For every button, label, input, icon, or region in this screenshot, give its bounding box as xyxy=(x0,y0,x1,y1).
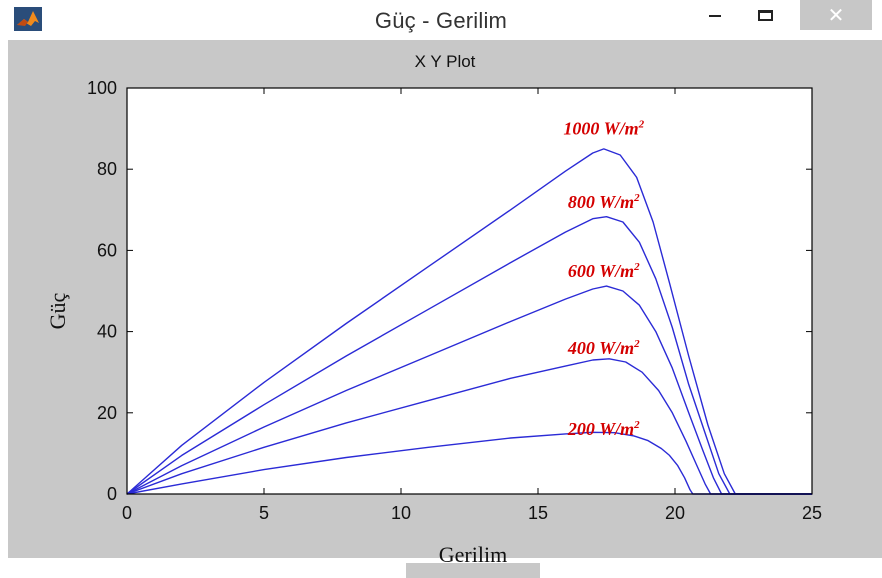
minimize-button[interactable] xyxy=(692,0,738,30)
plot-title: X Y Plot xyxy=(414,52,476,71)
matlab-logo-icon xyxy=(14,7,42,31)
xlabel-background xyxy=(406,563,540,578)
close-button[interactable]: ✕ xyxy=(800,0,872,30)
y-tick-label: 0 xyxy=(107,484,117,504)
x-tick-label: 10 xyxy=(391,503,411,523)
x-tick-label: 5 xyxy=(259,503,269,523)
x-tick-label: 20 xyxy=(665,503,685,523)
window-title: Güç - Gerilim xyxy=(374,8,508,33)
title-bar[interactable]: Güç - Gerilim ✕ xyxy=(0,0,882,40)
x-tick-label: 0 xyxy=(122,503,132,523)
close-icon: ✕ xyxy=(827,3,845,27)
series-line-1 xyxy=(126,431,812,495)
x-tick-label: 15 xyxy=(528,503,548,523)
series-line-2 xyxy=(126,358,812,495)
series-label-5: 1000 W/m2 xyxy=(563,119,644,139)
series-line-4 xyxy=(126,215,812,495)
x-tick-label: 25 xyxy=(802,503,822,523)
series-line-5 xyxy=(126,148,812,495)
y-tick-label: 40 xyxy=(97,322,117,342)
maximize-icon xyxy=(757,9,773,21)
y-tick-label: 100 xyxy=(87,78,117,98)
axes-background xyxy=(127,88,812,494)
series-label-1: 200 W/m2 xyxy=(567,419,640,439)
x-axis-label: Gerilim xyxy=(438,542,508,567)
y-tick-label: 20 xyxy=(97,403,117,423)
series-label-4: 800 W/m2 xyxy=(568,192,640,212)
series-label-3: 600 W/m2 xyxy=(568,261,640,281)
minimize-icon xyxy=(709,15,721,17)
series-label-2: 400 W/m2 xyxy=(567,338,640,358)
y-tick-label: 80 xyxy=(97,159,117,179)
y-axis-label: Güç xyxy=(45,292,70,330)
maximize-button[interactable] xyxy=(742,0,788,30)
axes-frame xyxy=(126,87,813,495)
y-tick-label: 60 xyxy=(97,240,117,260)
series-line-3 xyxy=(126,285,812,495)
